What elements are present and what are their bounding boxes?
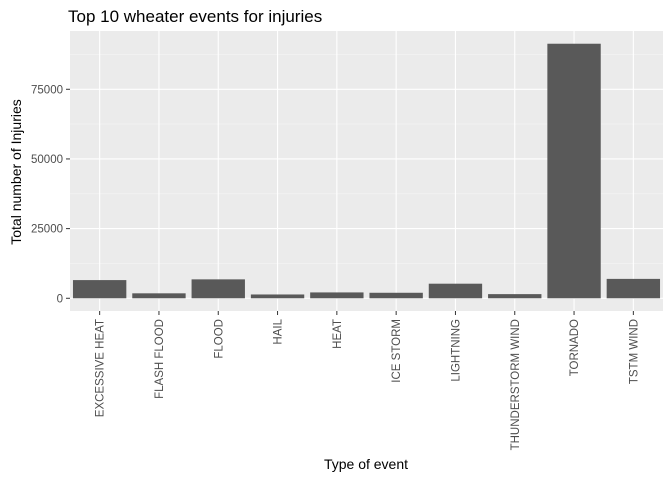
x-tick-label: TORNADO	[569, 319, 581, 376]
y-tick-label: 75000	[31, 84, 63, 96]
x-tick-label: ICE STORM	[391, 319, 403, 383]
y-tick-label: 25000	[31, 224, 63, 236]
chart-title: Top 10 wheater events for injuries	[68, 7, 322, 26]
bar-lightning	[428, 283, 483, 299]
x-tick-label: TSTM WIND	[628, 319, 640, 384]
bars	[72, 43, 661, 299]
y-axis: 0 25000 50000 75000	[31, 84, 70, 305]
x-tick-label: EXCESSIVE HEAT	[95, 319, 107, 417]
x-tick-label: HAIL	[273, 318, 285, 344]
bar-excessive-heat	[72, 280, 127, 299]
y-tick-label: 0	[57, 293, 63, 305]
x-tick-label: THUNDERSTORM WIND	[510, 319, 522, 450]
bar-flash-flood	[132, 293, 186, 299]
bar-tornado	[547, 43, 601, 299]
bar-flood	[191, 279, 245, 299]
y-axis-label: Total number of Injuries	[8, 99, 24, 245]
x-axis-label: Type of event	[324, 456, 408, 472]
bar-tstm-wind	[606, 278, 661, 299]
grid-lines	[70, 31, 663, 311]
x-tick-label: FLOOD	[213, 319, 225, 359]
x-tick-label: HEAT	[332, 319, 344, 349]
bar-thunderstorm-wind	[488, 294, 542, 299]
x-tick-label: FLASH FLOOD	[154, 319, 166, 399]
y-tick-label: 50000	[31, 154, 63, 166]
bar-heat	[310, 292, 364, 299]
x-axis: EXCESSIVE HEAT FLASH FLOOD FLOOD HAIL HEAT IC…	[95, 311, 640, 450]
bar-hail	[250, 294, 305, 299]
x-tick-label: LIGHTNING	[450, 319, 462, 382]
bar-ice-storm	[369, 292, 423, 299]
